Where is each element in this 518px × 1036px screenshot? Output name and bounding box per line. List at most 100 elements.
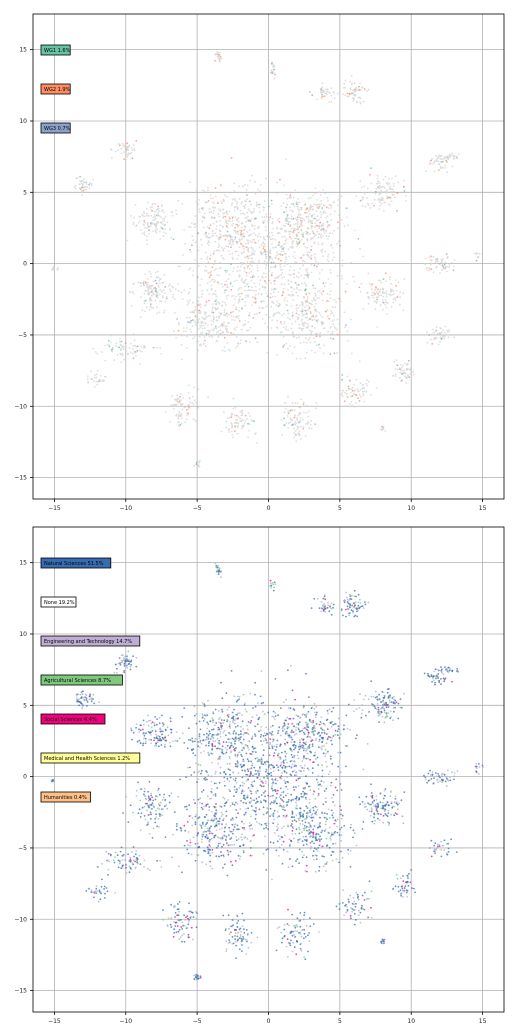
scatter-point (354, 737, 357, 740)
scatter-point (341, 902, 344, 904)
legend-label: WG2 1.9% (44, 87, 71, 93)
scatter-point (330, 243, 333, 246)
scatter-point (194, 843, 197, 845)
scatter-point (229, 769, 231, 771)
scatter-point (238, 937, 241, 939)
scatter-point (299, 948, 302, 950)
scatter-point (162, 281, 165, 284)
scatter-point (186, 747, 189, 750)
scatter-point (319, 347, 321, 349)
scatter-point (233, 319, 236, 322)
scatter-point (333, 210, 336, 213)
scatter-point (88, 887, 90, 890)
scatter-point (424, 778, 427, 781)
scatter-point (198, 737, 201, 740)
scatter-point (311, 325, 314, 328)
scatter-point (173, 932, 176, 934)
scatter-point (208, 335, 211, 338)
scatter-point (224, 784, 226, 787)
scatter-point (234, 232, 237, 235)
scatter-point (338, 737, 341, 739)
scatter-point (352, 93, 355, 96)
scatter-point (110, 334, 113, 337)
scatter-point (124, 346, 127, 349)
scatter-point (236, 432, 239, 435)
scatter-point (196, 315, 199, 318)
scatter-point (212, 234, 215, 237)
scatter-point (158, 230, 161, 233)
scatter-point (287, 427, 290, 429)
scatter-point (212, 315, 215, 318)
scatter-point (196, 912, 198, 914)
scatter-point (168, 794, 171, 797)
scatter-point (232, 332, 235, 335)
scatter-point (227, 331, 230, 334)
scatter-point (296, 223, 299, 225)
scatter-point (219, 220, 221, 222)
scatter-point (286, 220, 288, 222)
scatter-point (110, 148, 112, 151)
scatter-point (382, 185, 385, 188)
scatter-point (142, 728, 144, 731)
scatter-point (315, 315, 317, 318)
scatter-point (201, 208, 204, 211)
scatter-point (222, 866, 224, 869)
scatter-point (244, 217, 247, 219)
scatter-point (307, 227, 309, 230)
scatter-point (310, 830, 312, 833)
scatter-point (298, 289, 300, 292)
scatter-point (272, 739, 275, 741)
scatter-point (155, 231, 158, 234)
scatter-point (279, 266, 282, 268)
scatter-point (234, 199, 237, 202)
scatter-point (336, 204, 339, 207)
scatter-point (158, 293, 161, 296)
scatter-point (212, 711, 215, 713)
scatter-point (310, 707, 313, 710)
scatter-point (255, 773, 257, 775)
scatter-point (277, 769, 280, 772)
scatter-point (117, 662, 120, 665)
scatter-point (338, 322, 341, 325)
scatter-point (200, 806, 203, 809)
scatter-point (287, 410, 289, 412)
scatter-point (300, 256, 303, 259)
scatter-point (244, 419, 247, 422)
scatter-point (247, 321, 250, 323)
scatter-point (387, 197, 390, 199)
scatter-point (300, 935, 303, 938)
scatter-point (189, 401, 192, 404)
scatter-point (260, 670, 263, 672)
scatter-point (323, 327, 326, 329)
scatter-point (132, 348, 134, 351)
scatter-point (160, 353, 163, 355)
scatter-point (453, 336, 456, 338)
scatter-point (159, 737, 162, 740)
scatter-point (398, 377, 401, 379)
scatter-point (300, 224, 302, 226)
scatter-point (235, 782, 238, 784)
scatter-point (357, 604, 360, 607)
scatter-point (370, 294, 373, 297)
scatter-point (276, 276, 279, 279)
scatter-point (309, 312, 312, 314)
scatter-point (375, 291, 378, 294)
scatter-point (395, 800, 398, 803)
scatter-point (274, 256, 277, 259)
scatter-point (369, 814, 372, 817)
scatter-point (285, 206, 287, 209)
scatter-point (296, 917, 299, 920)
scatter-point (392, 293, 395, 295)
scatter-point (251, 289, 253, 292)
scatter-point (307, 215, 310, 218)
scatter-point (339, 381, 342, 383)
scatter-point (453, 259, 456, 261)
scatter-point (288, 196, 291, 199)
scatter-point (284, 225, 287, 227)
scatter-point (284, 738, 287, 741)
scatter-point (297, 284, 300, 286)
scatter-point (224, 773, 227, 776)
scatter-point (132, 292, 135, 295)
scatter-point (184, 919, 187, 921)
scatter-point (361, 86, 364, 89)
